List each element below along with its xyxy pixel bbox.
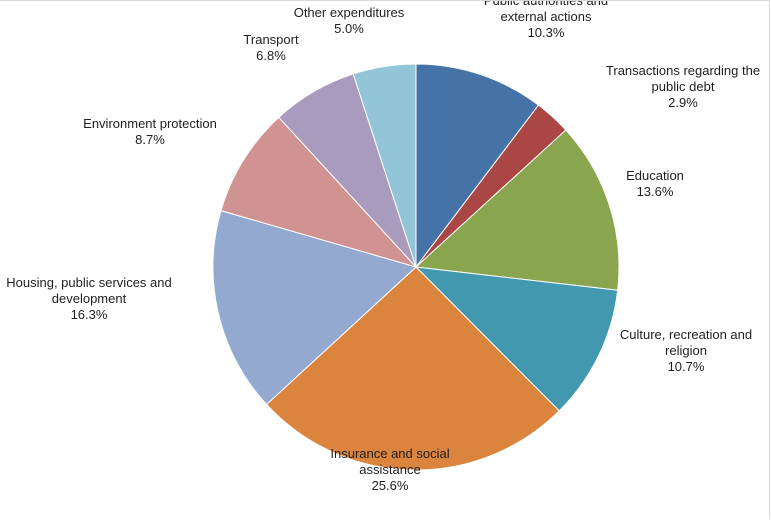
- slice-label-6: Environment protection 8.7%: [83, 116, 217, 147]
- slice-category-label: Culture, recreation and: [620, 327, 752, 342]
- slice-value-label: 5.0%: [334, 21, 364, 36]
- pie-slices: [212, 63, 620, 471]
- slice-value-label: 25.6%: [372, 478, 409, 493]
- slice-label-8: Other expenditures 5.0%: [294, 5, 405, 36]
- slice-label-3: Culture, recreation and religion 10.7%: [620, 327, 752, 374]
- slice-value-label: 6.8%: [256, 48, 286, 63]
- slice-category-label: Education: [626, 168, 684, 183]
- slice-category-label: Public authorities and: [484, 1, 608, 8]
- slice-category-label: Transport: [243, 32, 299, 47]
- slice-value-label: 2.9%: [668, 95, 698, 110]
- slice-label-0: Public authorities andexternal actions10…: [484, 1, 608, 40]
- slice-label-5: Housing, public services and development 1…: [6, 275, 171, 322]
- pie-slice-0: [415, 63, 540, 269]
- slice-category-label: Environment protection: [83, 116, 217, 131]
- slice-value-label: 10.3%: [528, 25, 565, 40]
- slice-value-label: 10.7%: [668, 359, 705, 374]
- pie-slice-6: [220, 116, 418, 268]
- pie-slice-3: [414, 266, 619, 412]
- slice-category-label: Insurance and social: [330, 446, 449, 461]
- pie-slice-2: [414, 129, 620, 291]
- slice-category-label: external actions: [500, 9, 592, 24]
- slice-category-label: assistance: [359, 462, 420, 477]
- slice-label-1: Transactions regarding the public debt 2.9…: [606, 63, 760, 110]
- slice-label-7: Transport 6.8%: [243, 32, 299, 63]
- pie-slice-4: [265, 266, 560, 471]
- slice-label-2: Education 13.6%: [626, 168, 684, 199]
- slice-category-label: Other expenditures: [294, 5, 405, 20]
- pie-slice-8: [352, 63, 417, 268]
- slice-label-4: Insurance and social assistance 25.6%: [330, 446, 449, 493]
- slice-category-label: public debt: [652, 79, 715, 94]
- slice-category-label: Housing, public services and: [6, 275, 171, 290]
- slice-category-label: Transactions regarding the: [606, 63, 760, 78]
- slice-category-label: development: [52, 291, 127, 306]
- slice-value-label: 13.6%: [637, 184, 674, 199]
- pie-labels: Public authorities andexternal actions10…: [6, 1, 760, 493]
- pie-slice-5: [212, 210, 417, 406]
- slice-value-label: 16.3%: [71, 307, 108, 322]
- slice-value-label: 8.7%: [135, 132, 165, 147]
- slice-category-label: religion: [665, 343, 707, 358]
